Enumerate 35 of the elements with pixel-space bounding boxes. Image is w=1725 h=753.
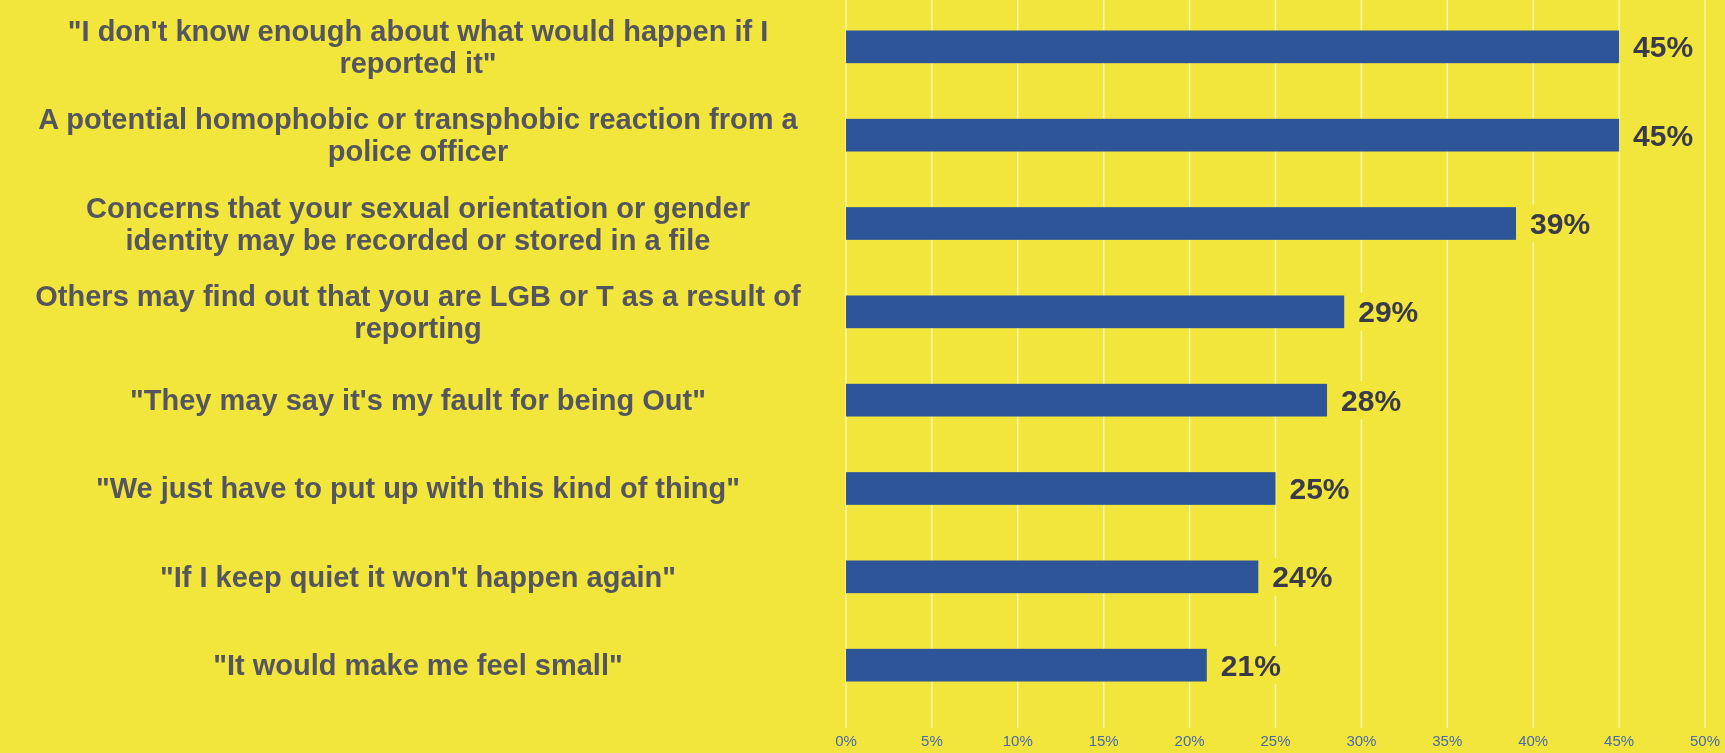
y-tick-label: "I don't know enough about what would happen if I reported it" — [67, 14, 769, 79]
data-label: 24% — [1272, 560, 1333, 594]
x-tick-label: 30% — [1346, 732, 1377, 749]
data-label: 45% — [1633, 118, 1694, 152]
x-tick-label: 40% — [1518, 732, 1549, 749]
y-tick-label: Concerns that your sexual orientation or gender identity may be recorded or stored in a file — [86, 191, 750, 256]
data-label: 28% — [1341, 383, 1402, 417]
bar — [846, 30, 1620, 64]
y-tick-label: "It would make me feel small" — [213, 649, 623, 682]
bar — [846, 207, 1517, 240]
y-tick-label: Others may find out that you are LGB or T as a result of reporting — [35, 279, 802, 344]
bar — [846, 118, 1620, 152]
data-label: 45% — [1633, 30, 1694, 64]
data-label: 25% — [1289, 472, 1350, 505]
bar — [846, 648, 1207, 682]
x-tick-label: 5% — [921, 732, 943, 749]
x-tick-label: 25% — [1260, 732, 1291, 749]
y-tick-label: "If I keep quiet it won't happen again" — [159, 560, 677, 593]
data-label: 39% — [1530, 207, 1591, 240]
x-tick-label: 15% — [1088, 732, 1119, 749]
bar — [846, 472, 1276, 505]
x-tick-label: 0% — [835, 732, 857, 749]
y-tick-label: "We just have to put up with this kind of thing" — [96, 472, 740, 505]
bar — [846, 383, 1328, 417]
bar — [846, 295, 1345, 329]
x-tick-label: 45% — [1604, 732, 1635, 749]
x-tick-label: 20% — [1174, 732, 1205, 749]
bar — [846, 560, 1259, 594]
x-tick-label: 50% — [1689, 732, 1721, 749]
x-tick-label: 35% — [1432, 732, 1463, 749]
x-tick-label: 10% — [1002, 732, 1033, 749]
y-tick-label: "They may say it's my fault for being Out" — [130, 384, 706, 417]
y-tick-label: A potential homophobic or transphobic reaction from a police officer — [38, 103, 799, 168]
data-label: 29% — [1358, 295, 1419, 329]
data-label: 21% — [1220, 648, 1281, 682]
